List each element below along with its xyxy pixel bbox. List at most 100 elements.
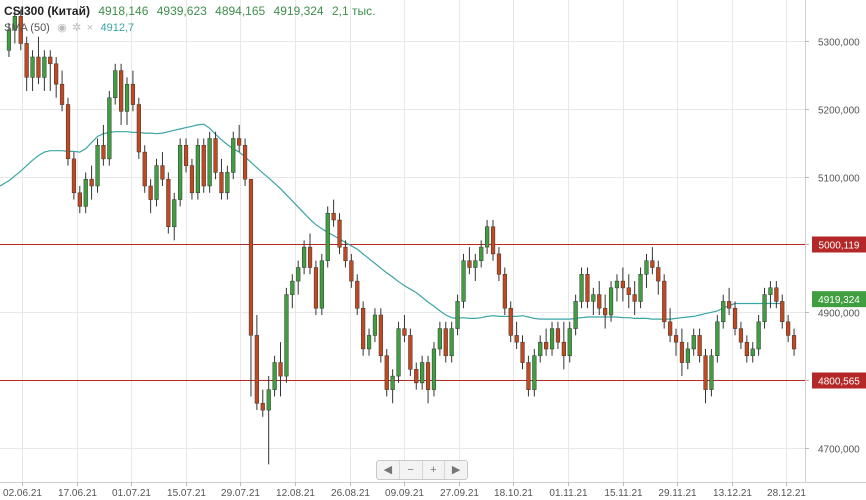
candle xyxy=(644,253,649,288)
open-value: 4918,146 xyxy=(98,4,149,18)
candle xyxy=(614,274,620,302)
candle-body-up xyxy=(579,274,584,302)
candle-body-up xyxy=(437,328,442,350)
candle-body-up xyxy=(178,145,183,200)
candle-body-down xyxy=(673,335,679,343)
candle-body-up xyxy=(473,260,478,268)
zoom-out-button[interactable]: − xyxy=(400,461,423,479)
candle-body-down xyxy=(514,335,519,343)
candle-body-down xyxy=(620,280,625,289)
candle xyxy=(355,274,360,315)
candle xyxy=(431,342,437,397)
close-icon[interactable]: × xyxy=(86,22,94,34)
candle xyxy=(337,213,342,254)
x-tick-label: 01.07.21 xyxy=(112,488,151,499)
candle-body-down xyxy=(166,178,171,227)
candle-body-down xyxy=(786,321,791,336)
x-tick-label: 15.11.21 xyxy=(604,488,643,499)
candle-body-up xyxy=(638,274,643,302)
candle-body-down xyxy=(77,192,82,207)
candle-body-up xyxy=(485,226,490,248)
candle xyxy=(42,50,47,91)
candle xyxy=(414,362,419,390)
candle-body-down xyxy=(727,301,732,309)
candle xyxy=(284,287,289,383)
candle xyxy=(437,321,442,356)
candle xyxy=(591,287,596,315)
gear-icon[interactable]: ✲ xyxy=(72,22,82,34)
y-tick-label: 5300,000 xyxy=(818,38,860,49)
candle xyxy=(48,50,53,91)
candle-body-down xyxy=(414,369,419,384)
eye-icon[interactable]: ◉ xyxy=(57,22,67,34)
candle xyxy=(313,260,319,315)
zoom-in-button[interactable]: + xyxy=(423,461,446,479)
candle-body-down xyxy=(355,280,360,309)
candle-body-down xyxy=(201,145,206,187)
instrument-name[interactable]: CSI300 (Китай) xyxy=(4,4,90,18)
candle-body-down xyxy=(278,362,283,377)
candle-body-down xyxy=(54,63,59,85)
candle-body-down xyxy=(213,138,218,173)
candle xyxy=(402,314,407,343)
candle xyxy=(349,253,354,288)
candle xyxy=(443,321,448,363)
candle xyxy=(490,219,496,261)
candle-body-down xyxy=(490,226,496,255)
candle xyxy=(77,186,82,214)
candle-body-down xyxy=(585,274,590,302)
candle-body-up xyxy=(756,321,761,350)
level-tag xyxy=(812,236,866,253)
candle xyxy=(750,342,755,363)
candle xyxy=(673,328,679,356)
candle-body-down xyxy=(331,212,336,221)
candle-body-down xyxy=(662,280,667,323)
candle xyxy=(473,253,478,282)
candle-body-up xyxy=(449,328,454,357)
candle-body-down xyxy=(508,307,513,336)
candle xyxy=(119,63,124,125)
y-tick-label: 4700,000 xyxy=(818,445,860,456)
candle xyxy=(343,240,348,268)
candle-body-up xyxy=(113,70,118,99)
sma-line xyxy=(0,123,783,320)
candle-body-down xyxy=(101,145,106,160)
candle-body-up xyxy=(608,287,614,316)
level-lines[interactable] xyxy=(0,244,805,381)
candle-body-down xyxy=(425,362,431,390)
candle xyxy=(774,281,779,309)
candle-body-up xyxy=(366,335,372,350)
scroll-right-button[interactable]: ▶ xyxy=(451,464,461,476)
candle-body-down xyxy=(65,104,71,160)
indicator-row: SMA (50) ◉ ✲ × 4912,7 xyxy=(4,19,375,35)
candle xyxy=(485,219,490,254)
candle-body-down xyxy=(703,355,708,390)
candle-body-down xyxy=(260,403,265,411)
candle xyxy=(544,328,549,356)
candle xyxy=(59,70,65,112)
ohlc-row: CSI300 (Китай) 4918,146 4939,623 4894,16… xyxy=(4,3,375,19)
candle xyxy=(36,36,41,85)
candle xyxy=(225,165,230,200)
candle xyxy=(331,199,336,227)
candle-body-up xyxy=(124,83,130,112)
candle-body-up xyxy=(290,280,295,295)
candle xyxy=(290,274,295,309)
candle-body-down xyxy=(502,274,507,309)
x-tick-label: 02.06.21 xyxy=(3,488,42,499)
scroll-left-button[interactable]: ◀ xyxy=(377,461,400,479)
candle xyxy=(425,355,431,404)
candle xyxy=(231,131,236,180)
candle xyxy=(219,158,224,200)
candle-body-up xyxy=(591,294,596,302)
candle-body-down xyxy=(142,151,147,187)
candle xyxy=(549,321,555,356)
candle-body-down xyxy=(467,260,472,268)
candle xyxy=(124,77,130,125)
candle xyxy=(520,335,525,370)
candle xyxy=(691,328,696,356)
candle-body-down xyxy=(774,287,779,302)
candle-body-up xyxy=(325,212,330,261)
candle-body-down xyxy=(343,246,348,261)
